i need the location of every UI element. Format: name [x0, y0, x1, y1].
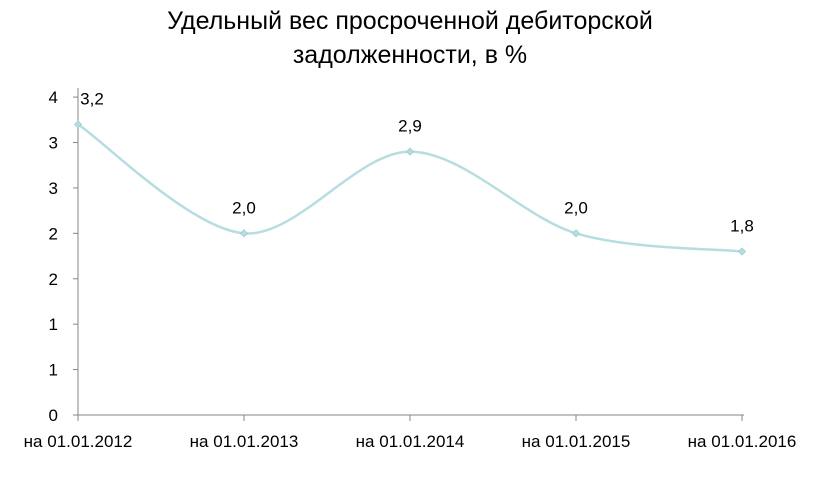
- chart-title-line-2: задолженности, в %: [292, 41, 528, 69]
- data-label: 2,0: [564, 198, 588, 217]
- data-point-marker: [405, 147, 415, 156]
- y-tick-label: 0: [49, 406, 58, 425]
- x-tick-label: на 01.01.2015: [522, 432, 631, 451]
- y-tick-label: 3: [49, 134, 58, 153]
- data-label: 3,2: [80, 89, 104, 108]
- chart-title: Удельный вес просроченной дебиторской за…: [0, 4, 820, 72]
- y-tick-label: 3: [49, 179, 58, 198]
- data-point-marker: [239, 229, 249, 238]
- y-tick-label: 4: [49, 88, 58, 107]
- x-tick-label: на 01.01.2016: [688, 432, 797, 451]
- y-tick-label: 1: [49, 361, 58, 380]
- data-label: 2,0: [232, 198, 256, 217]
- data-label: 1,8: [730, 217, 754, 236]
- x-tick-label: на 01.01.2014: [356, 432, 465, 451]
- series-line: [77, 123, 743, 253]
- data-point-marker: [737, 247, 747, 256]
- y-tick-label: 2: [49, 224, 58, 243]
- data-point-marker: [73, 120, 83, 129]
- chart-title-line-1: Удельный вес просроченной дебиторской: [167, 7, 653, 35]
- data-point-marker: [571, 229, 581, 238]
- data-label: 2,9: [398, 117, 422, 136]
- y-tick-label: 2: [49, 270, 58, 289]
- x-tick-label: на 01.01.2012: [24, 432, 133, 451]
- x-tick-label: на 01.01.2013: [190, 432, 299, 451]
- y-tick-label: 1: [49, 315, 58, 334]
